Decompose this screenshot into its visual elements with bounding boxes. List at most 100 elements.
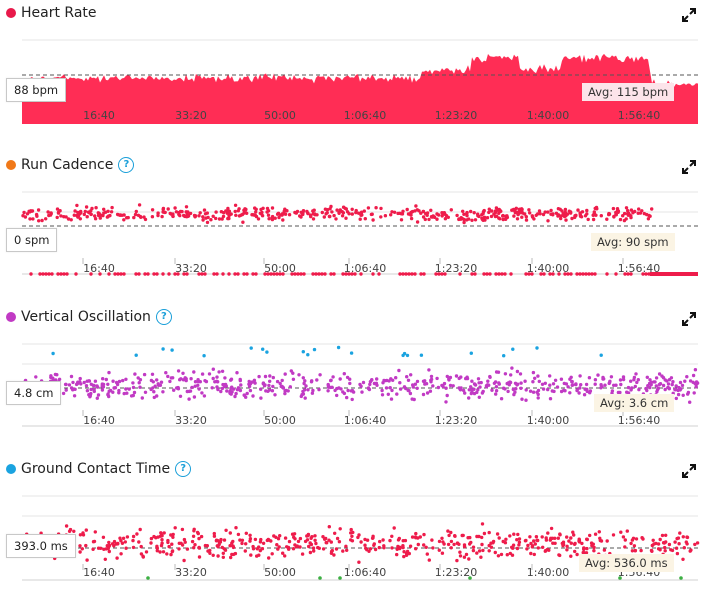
cadence-point — [515, 211, 519, 215]
cadence-point — [563, 210, 567, 215]
vertical-oscillation-point — [71, 387, 75, 392]
cadence-point — [647, 213, 651, 218]
cadence-point — [74, 272, 78, 276]
ground-contact-time-point — [567, 539, 571, 543]
vertical-oscillation-point — [391, 378, 395, 382]
heart-rate-chart[interactable]: 16:40 33:20 50:00 1:06:40 1:23:20 1:40:00 1:56… — [0, 0, 708, 130]
cadence-point — [383, 214, 388, 218]
vertical-oscillation-point — [339, 387, 343, 391]
cadence-point — [557, 272, 561, 276]
ground-contact-time-point — [296, 539, 301, 544]
ground-contact-time-point — [592, 545, 596, 550]
cadence-point — [482, 272, 486, 276]
vertical-oscillation-point — [200, 372, 205, 376]
vertical-oscillation-point — [546, 387, 550, 392]
heart-rate-title-text: Heart Rate — [21, 5, 97, 21]
cadence-point — [306, 211, 310, 216]
run-cadence-legend-dot — [6, 160, 16, 170]
expand-icon[interactable] — [682, 312, 696, 326]
ground-contact-time-point — [154, 536, 158, 540]
ground-contact-time-point — [160, 533, 164, 537]
ground-contact-time-point — [345, 548, 349, 552]
vertical-oscillation-point — [342, 372, 346, 376]
vertical-oscillation-point — [386, 392, 390, 396]
vertical-oscillation-point — [220, 369, 225, 373]
cadence-point — [614, 272, 618, 276]
cadence-point — [629, 214, 633, 218]
ground-contact-time-point — [218, 540, 223, 544]
cadence-point — [405, 207, 409, 212]
vertical-oscillation-high-point — [170, 348, 174, 352]
expand-icon[interactable] — [682, 8, 696, 22]
vertical-oscillation-point — [645, 375, 649, 379]
vertical-oscillation-point — [569, 375, 573, 379]
cadence-point — [487, 210, 491, 215]
vertical-oscillation-chart[interactable]: 16:40 33:20 50:00 1:06:40 1:23:20 1:40:00 1:56… — [0, 304, 708, 434]
vertical-oscillation-point — [406, 378, 411, 382]
vertical-oscillation-point — [257, 374, 261, 379]
ground-contact-time-point — [281, 551, 285, 555]
cadence-point — [267, 217, 271, 221]
ground-contact-time-point — [313, 538, 317, 542]
ground-contact-time-point — [532, 552, 536, 557]
vertical-oscillation-point — [57, 377, 62, 381]
vertical-oscillation-point — [271, 384, 275, 389]
cadence-point — [350, 212, 354, 216]
vertical-oscillation-point — [415, 379, 420, 384]
help-icon[interactable]: ? — [155, 309, 172, 325]
vertical-oscillation-point — [674, 396, 678, 401]
ground-contact-time-point — [619, 530, 623, 534]
vertical-oscillation-point — [215, 379, 219, 383]
ground-contact-time-point — [323, 537, 327, 541]
help-icon[interactable]: ? — [175, 461, 192, 477]
ground-contact-time-point — [449, 530, 453, 535]
cadence-point — [76, 210, 80, 215]
cadence-point — [443, 272, 447, 276]
vertical-oscillation-point — [268, 374, 272, 378]
cadence-point — [56, 272, 60, 276]
vertical-oscillation-point — [79, 382, 83, 386]
run-cadence-chart[interactable]: 16:40 33:20 50:00 1:06:40 1:23:20 1:40:00 1:56… — [0, 152, 708, 282]
vertical-oscillation-point — [301, 389, 305, 394]
cadence-point — [166, 207, 170, 211]
vertical-oscillation-point — [494, 392, 498, 396]
ground-contact-time-point — [517, 543, 521, 547]
cadence-point — [301, 209, 306, 213]
ground-contact-time-point — [623, 538, 627, 542]
cadence-point — [594, 213, 598, 217]
ground-contact-time-point — [349, 527, 353, 532]
expand-icon[interactable] — [682, 160, 696, 174]
cadence-point — [399, 218, 404, 222]
cadence-point — [527, 208, 531, 212]
ground-contact-time-point — [602, 548, 607, 552]
cadence-point — [338, 208, 342, 212]
cadence-point — [201, 215, 205, 219]
run-cadence-title-text: Run Cadence — [21, 157, 114, 173]
help-icon[interactable]: ? — [118, 157, 135, 173]
vertical-oscillation-point — [69, 374, 74, 379]
x-tick-label: 50:00 — [264, 566, 296, 579]
cadence-point — [36, 208, 41, 212]
cadence-point — [489, 214, 494, 219]
ground-contact-time-chart[interactable]: 16:40 33:20 50:00 1:06:40 1:23:20 1:40:00 1:56… — [0, 456, 708, 589]
ground-contact-time-point — [640, 536, 644, 540]
ground-contact-time-point — [489, 545, 494, 549]
vertical-oscillation-point — [342, 391, 347, 396]
cadence-point — [493, 210, 498, 215]
cadence-point — [197, 214, 201, 218]
cadence-point — [546, 219, 550, 223]
cadence-point — [105, 215, 110, 219]
vertical-oscillation-point — [96, 393, 101, 397]
ground-contact-time-point — [367, 549, 371, 553]
vertical-oscillation-point — [335, 393, 339, 398]
cadence-point — [363, 217, 367, 221]
cadence-point — [359, 210, 364, 214]
expand-icon[interactable] — [682, 464, 696, 478]
run-cadence-title: Run Cadence ? — [6, 157, 135, 173]
ground-contact-time-point — [206, 549, 210, 553]
ground-contact-time-point — [688, 549, 692, 553]
vertical-oscillation-point — [233, 394, 237, 399]
ground-contact-time-point — [455, 558, 459, 563]
cadence-point — [324, 212, 328, 216]
ground-contact-time-point — [275, 543, 279, 547]
